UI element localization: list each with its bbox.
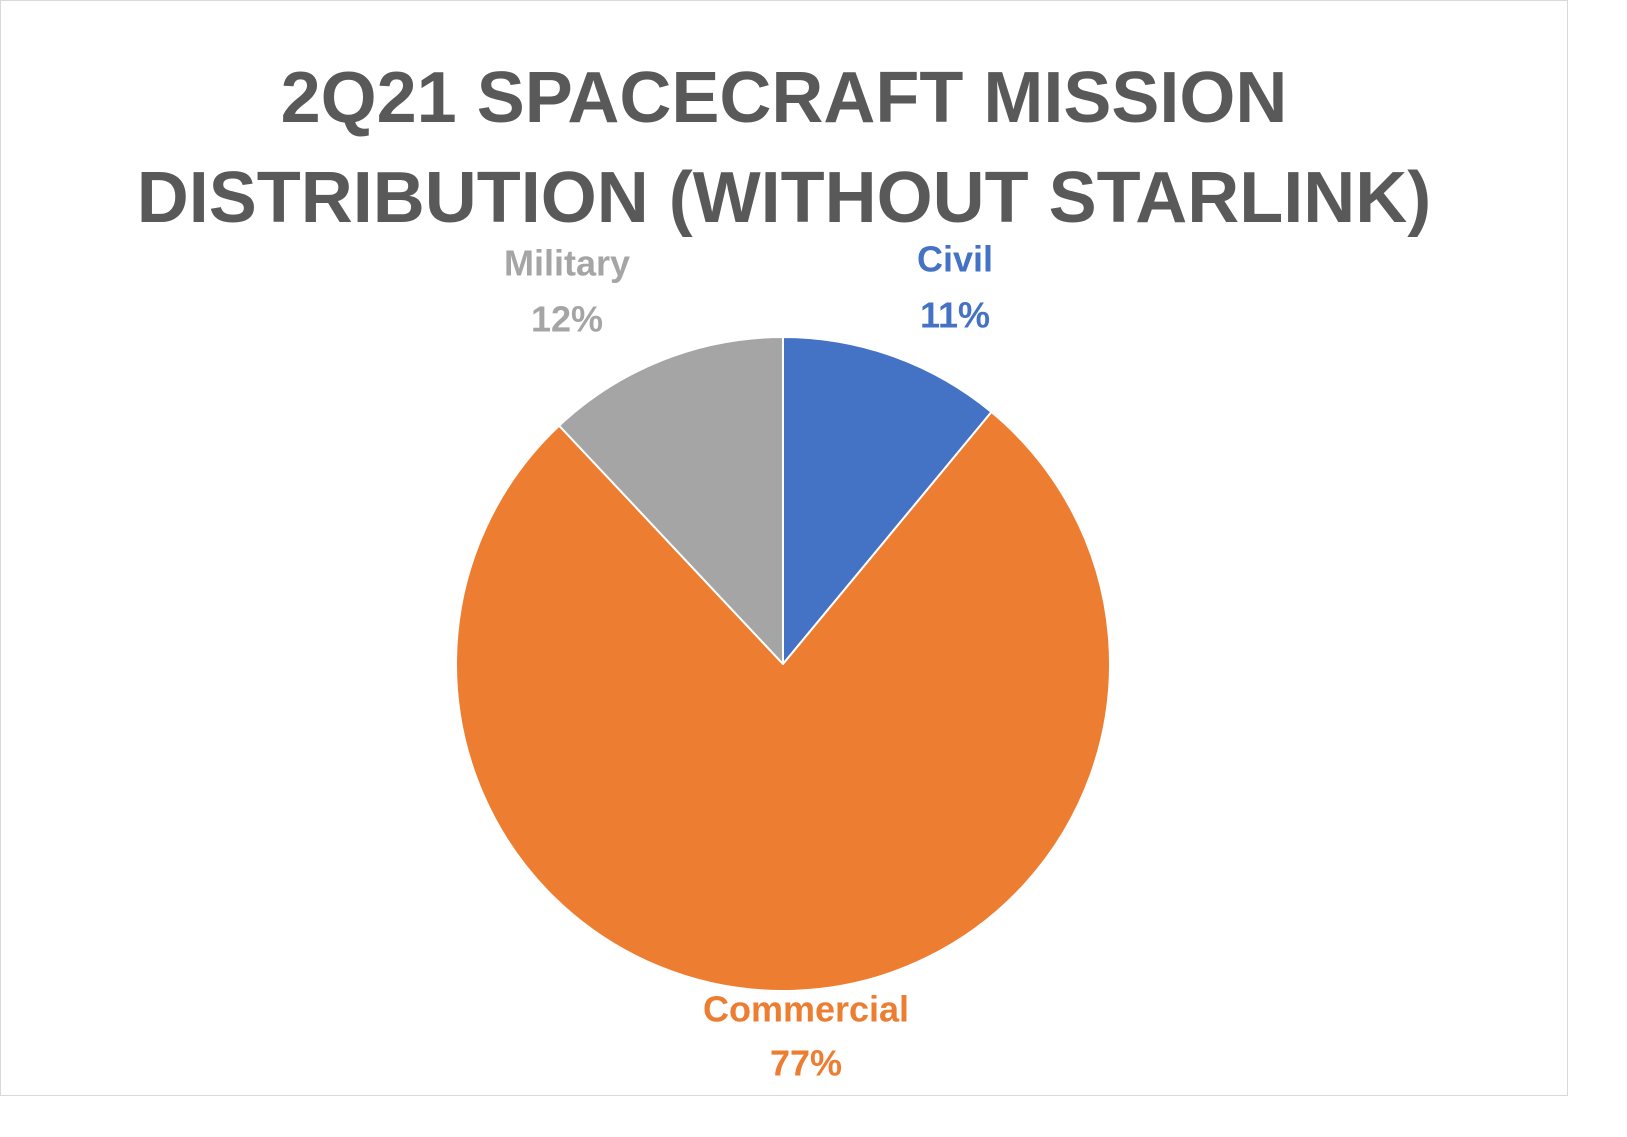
pie-slice-civil xyxy=(782,336,993,665)
pie-slice-military xyxy=(558,336,784,665)
data-label-military-name: Military xyxy=(504,243,630,284)
pie-slice-commercial xyxy=(455,411,1111,992)
pie-slices xyxy=(455,336,1111,992)
data-labels: Civil 11% Commercial 77% Military 12% xyxy=(504,239,993,1084)
pie-chart: Civil 11% Commercial 77% Military 12% xyxy=(455,239,1111,1084)
data-label-civil-name: Civil xyxy=(917,239,993,280)
chart-title: 2Q21 SPACECRAFT MISSION DISTRIBUTION (WI… xyxy=(136,58,1432,238)
data-label-commercial-value: 77% xyxy=(770,1043,842,1084)
data-label-civil-value: 11% xyxy=(920,295,990,336)
data-label-military-value: 12% xyxy=(531,299,603,340)
data-label-commercial-name: Commercial xyxy=(703,989,909,1030)
